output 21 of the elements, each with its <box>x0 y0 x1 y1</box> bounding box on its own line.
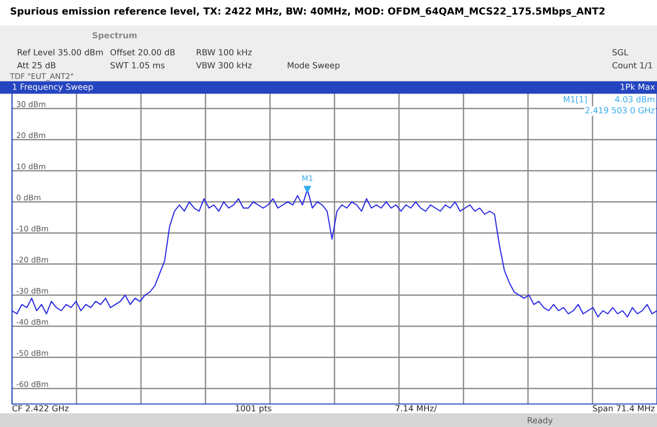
text: Ref Level 35.00 dBm <box>18 48 103 56</box>
chart-title: Spurious emission reference level, TX: 2422 MHz, BW: 40MHz, MOD: OFDM_64QAM_MCS22_175.5Mbps_ANT2 <box>10 7 605 17</box>
text: 1Pk Max <box>620 83 655 90</box>
text: 7.14 MHz/ <box>396 405 437 412</box>
annotation: 4.03 dBm <box>615 96 654 102</box>
text: 1 Frequency Sweep <box>12 84 93 92</box>
text: Offset 20.00 dB <box>110 48 175 56</box>
text: CF 2.422 GHz <box>12 405 69 412</box>
text: 1001 pts <box>236 405 272 414</box>
text: Count 1/1 <box>612 62 652 70</box>
text: Ready <box>528 416 553 426</box>
text: RBW 100 kHz <box>196 48 252 56</box>
text: VBW 300 kHz <box>196 62 252 68</box>
text: Mode Sweep <box>288 62 340 70</box>
text: Spectrum <box>92 32 137 40</box>
text: Att 25 dB <box>17 62 56 68</box>
annotation: 2.419 503 0 GHz <box>586 107 655 114</box>
text: SGL <box>612 49 628 56</box>
text: Span 71.4 MHz <box>592 405 655 414</box>
annotation: M1[1] <box>564 96 587 104</box>
text: SWT 1.05 ms <box>110 62 165 68</box>
